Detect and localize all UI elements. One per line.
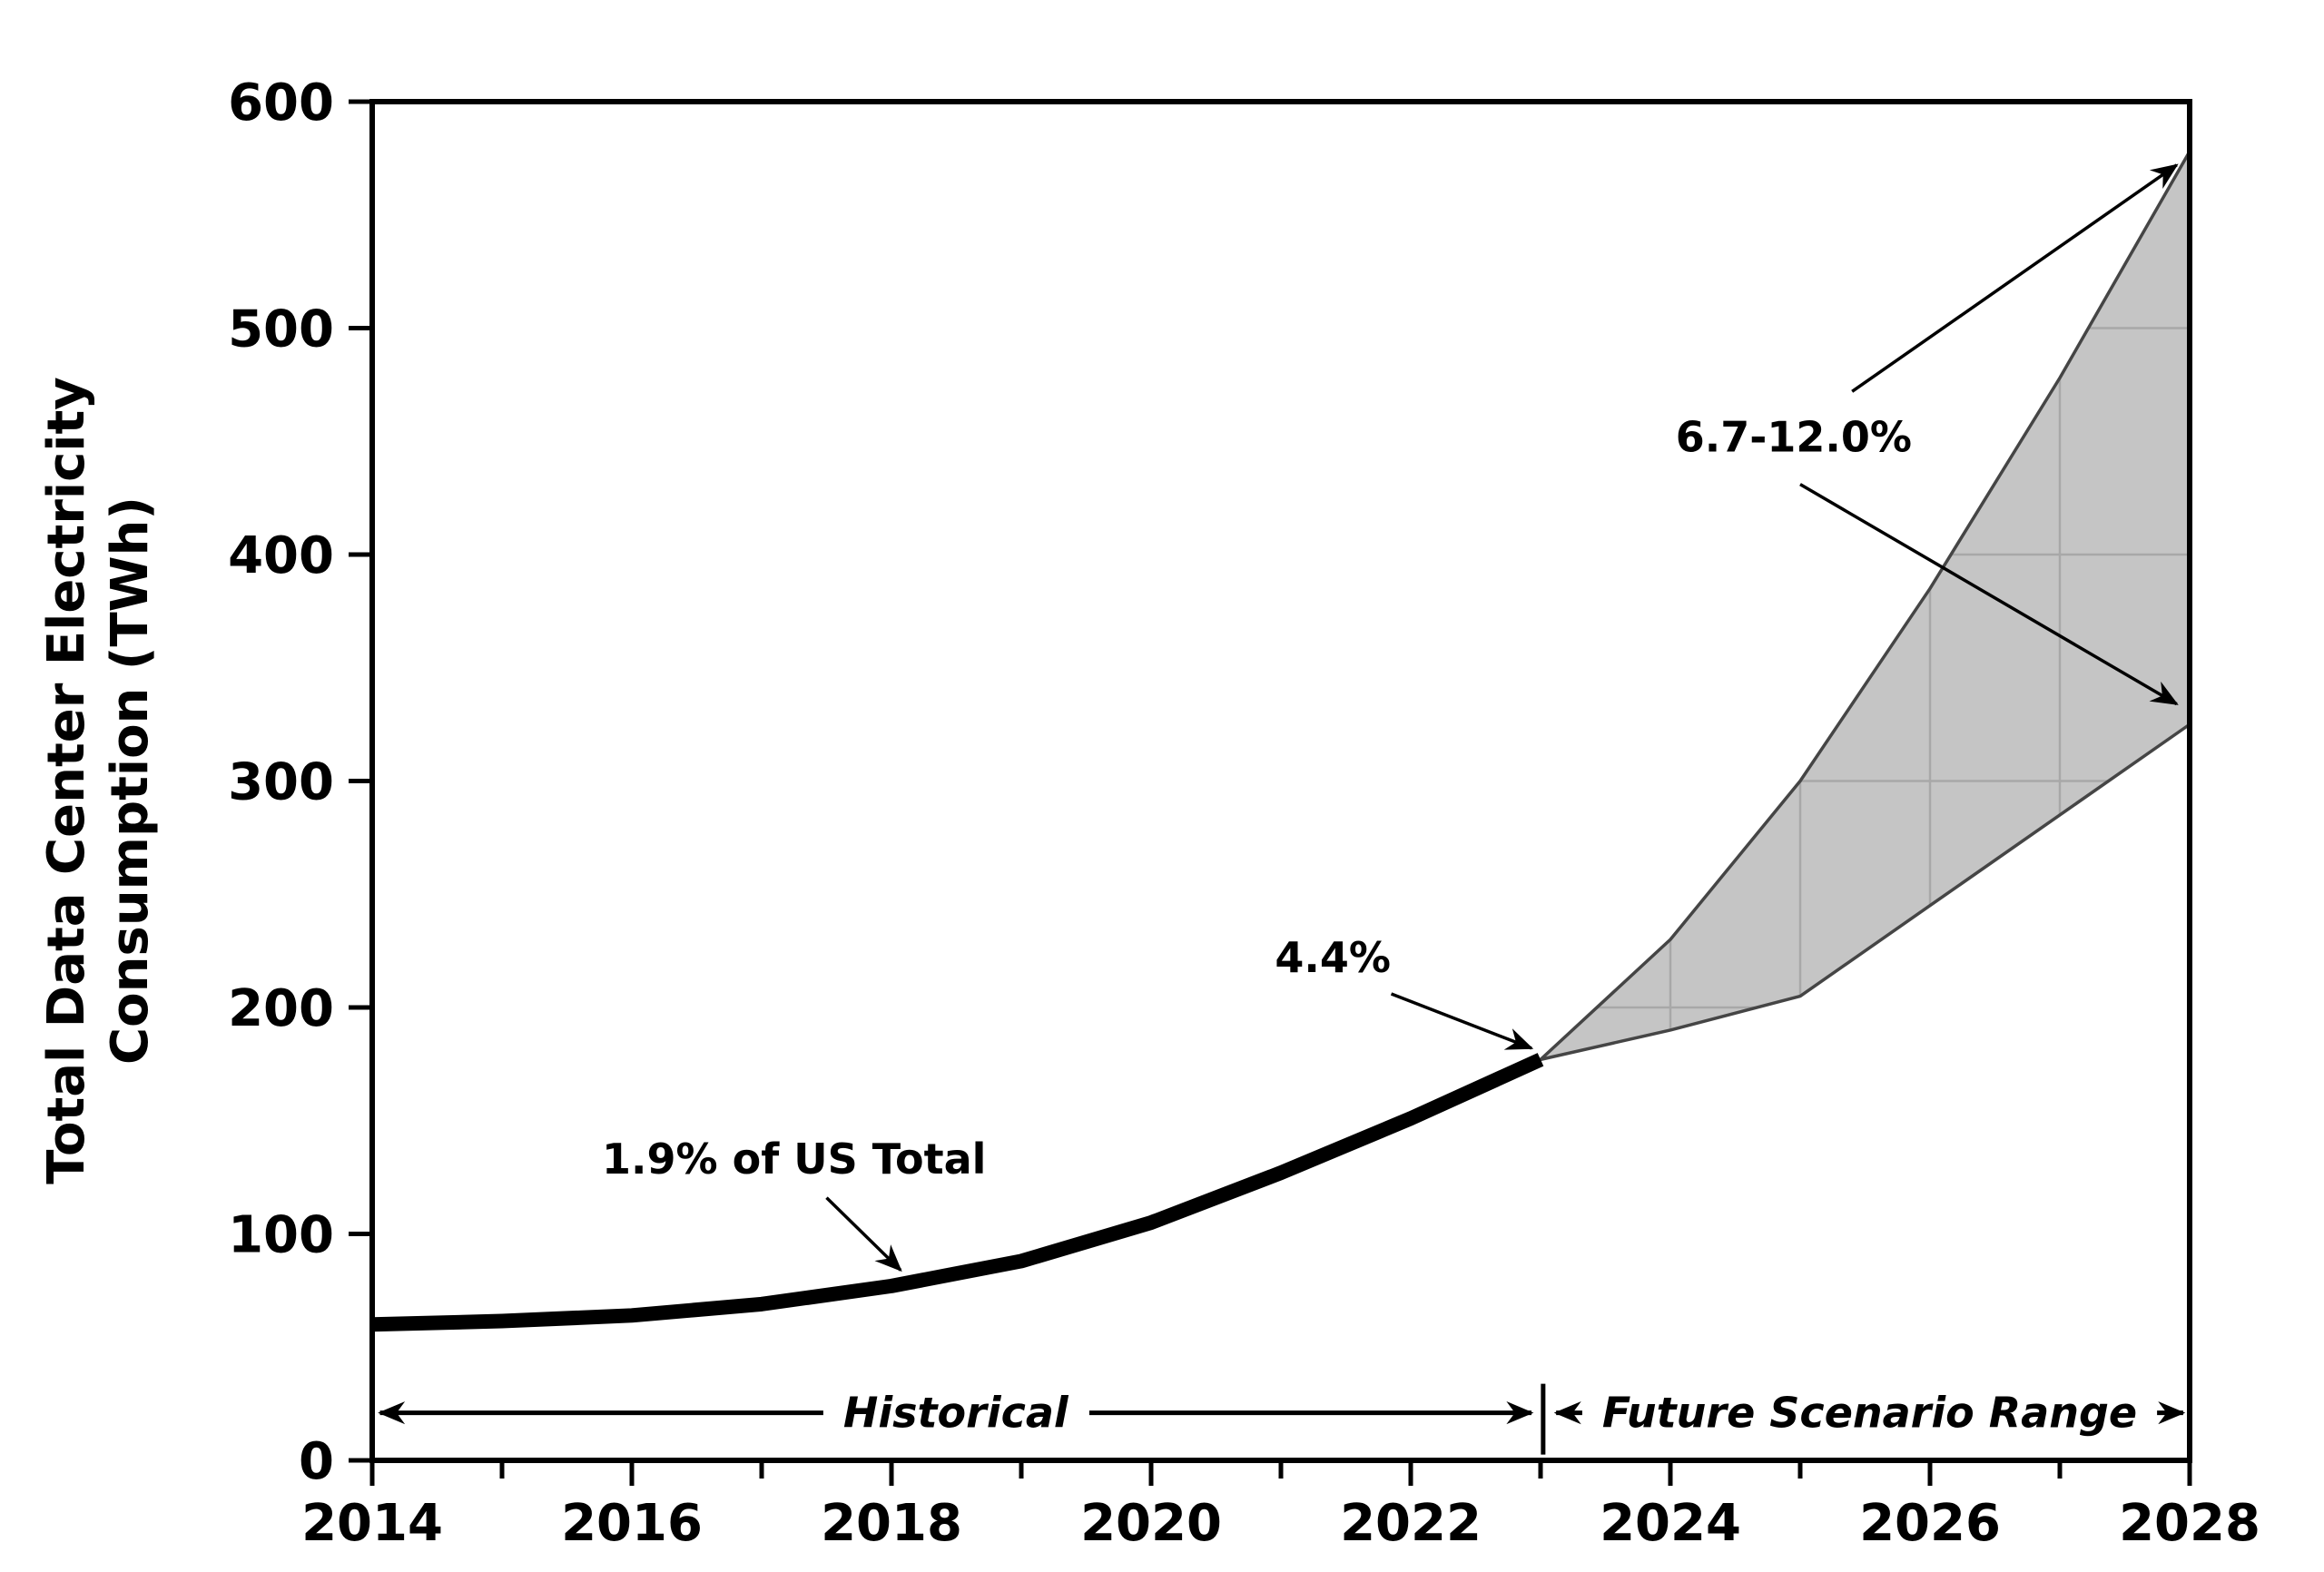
- future-high-line: [1539, 151, 2191, 1061]
- y-tick-label: 200: [228, 979, 334, 1038]
- y-tick-label: 0: [299, 1432, 334, 1491]
- span-label-historical: Historical: [843, 1389, 1069, 1438]
- y-tick-label: 400: [228, 526, 334, 585]
- future-band-boundaries: [1539, 151, 2191, 1062]
- future-scenario-band: [1541, 151, 2190, 1060]
- x-tick-label: 2018: [821, 1494, 962, 1553]
- y-axis-label-line1: Total Data Center Electricity: [37, 377, 96, 1184]
- future-low-line: [1540, 722, 2191, 1062]
- future-scenario-band-fill: [1541, 151, 2190, 1060]
- y-tick-label: 500: [228, 300, 334, 359]
- annotation-arrow: [1799, 483, 2179, 706]
- x-tick-label: 2014: [301, 1494, 443, 1553]
- x-tick-label: 2020: [1080, 1494, 1222, 1553]
- annotation-arrow: [1851, 163, 2179, 393]
- x-tick-label: 2028: [2119, 1494, 2260, 1553]
- y-tick-label: 600: [228, 74, 334, 133]
- x-tick-label: 2024: [1600, 1494, 1741, 1553]
- annotation-arrow: [1390, 992, 1534, 1050]
- span-label-future-range: Future Scenario Range: [1602, 1389, 2137, 1438]
- x-tick-label: 2022: [1340, 1494, 1482, 1553]
- x-tick-label: 2016: [561, 1494, 703, 1553]
- annotation-share-2023: 4.4%: [1275, 933, 1391, 982]
- grid-lines: [1541, 151, 2190, 1060]
- y-tick-label: 100: [228, 1206, 334, 1265]
- annotation-future-share-range: 6.7-12.0%: [1676, 412, 1912, 461]
- y-axis-label-line2: Consumption (TWh): [101, 496, 160, 1065]
- annotation-us-share-2018: 1.9% of US Total: [602, 1135, 986, 1184]
- axis-ticks: [349, 99, 2192, 1486]
- annotation-arrow: [825, 1196, 902, 1272]
- x-tick-label: 2026: [1859, 1494, 2001, 1553]
- historical-line-group: [371, 1053, 1544, 1332]
- axis-tick-labels: 2014 2016 2018 2020 2022 2024 2026 2028 0 100 200 3…: [228, 74, 2260, 1553]
- span-annotations: Historical Future Scenario Range: [378, 1383, 2186, 1455]
- historical-line: [371, 1053, 1544, 1332]
- y-tick-label: 300: [228, 753, 334, 812]
- annotations: 1.9% of US Total 4.4% 6.7-12.0%: [602, 163, 2179, 1272]
